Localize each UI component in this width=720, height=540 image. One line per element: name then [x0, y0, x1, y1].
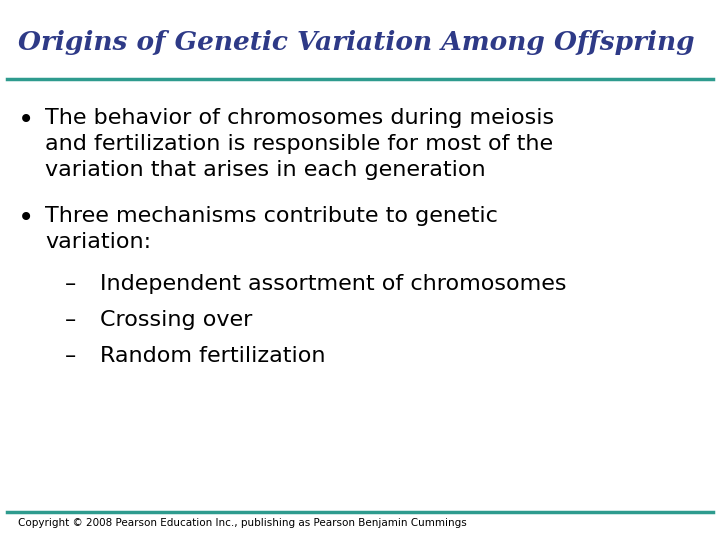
Text: •: •: [18, 106, 35, 134]
Text: Three mechanisms contribute to genetic: Three mechanisms contribute to genetic: [45, 206, 498, 226]
Text: –: –: [65, 274, 76, 294]
Text: Independent assortment of chromosomes: Independent assortment of chromosomes: [100, 274, 567, 294]
Text: variation that arises in each generation: variation that arises in each generation: [45, 160, 485, 180]
Text: –: –: [65, 346, 76, 366]
Text: Origins of Genetic Variation Among Offspring: Origins of Genetic Variation Among Offsp…: [18, 30, 695, 55]
Text: •: •: [18, 204, 35, 232]
Text: and fertilization is responsible for most of the: and fertilization is responsible for mos…: [45, 134, 553, 154]
Text: Crossing over: Crossing over: [100, 310, 253, 330]
Text: variation:: variation:: [45, 232, 151, 252]
Text: Random fertilization: Random fertilization: [100, 346, 325, 366]
Text: The behavior of chromosomes during meiosis: The behavior of chromosomes during meios…: [45, 108, 554, 128]
Text: Copyright © 2008 Pearson Education Inc., publishing as Pearson Benjamin Cummings: Copyright © 2008 Pearson Education Inc.,…: [18, 518, 467, 528]
Text: –: –: [65, 310, 76, 330]
